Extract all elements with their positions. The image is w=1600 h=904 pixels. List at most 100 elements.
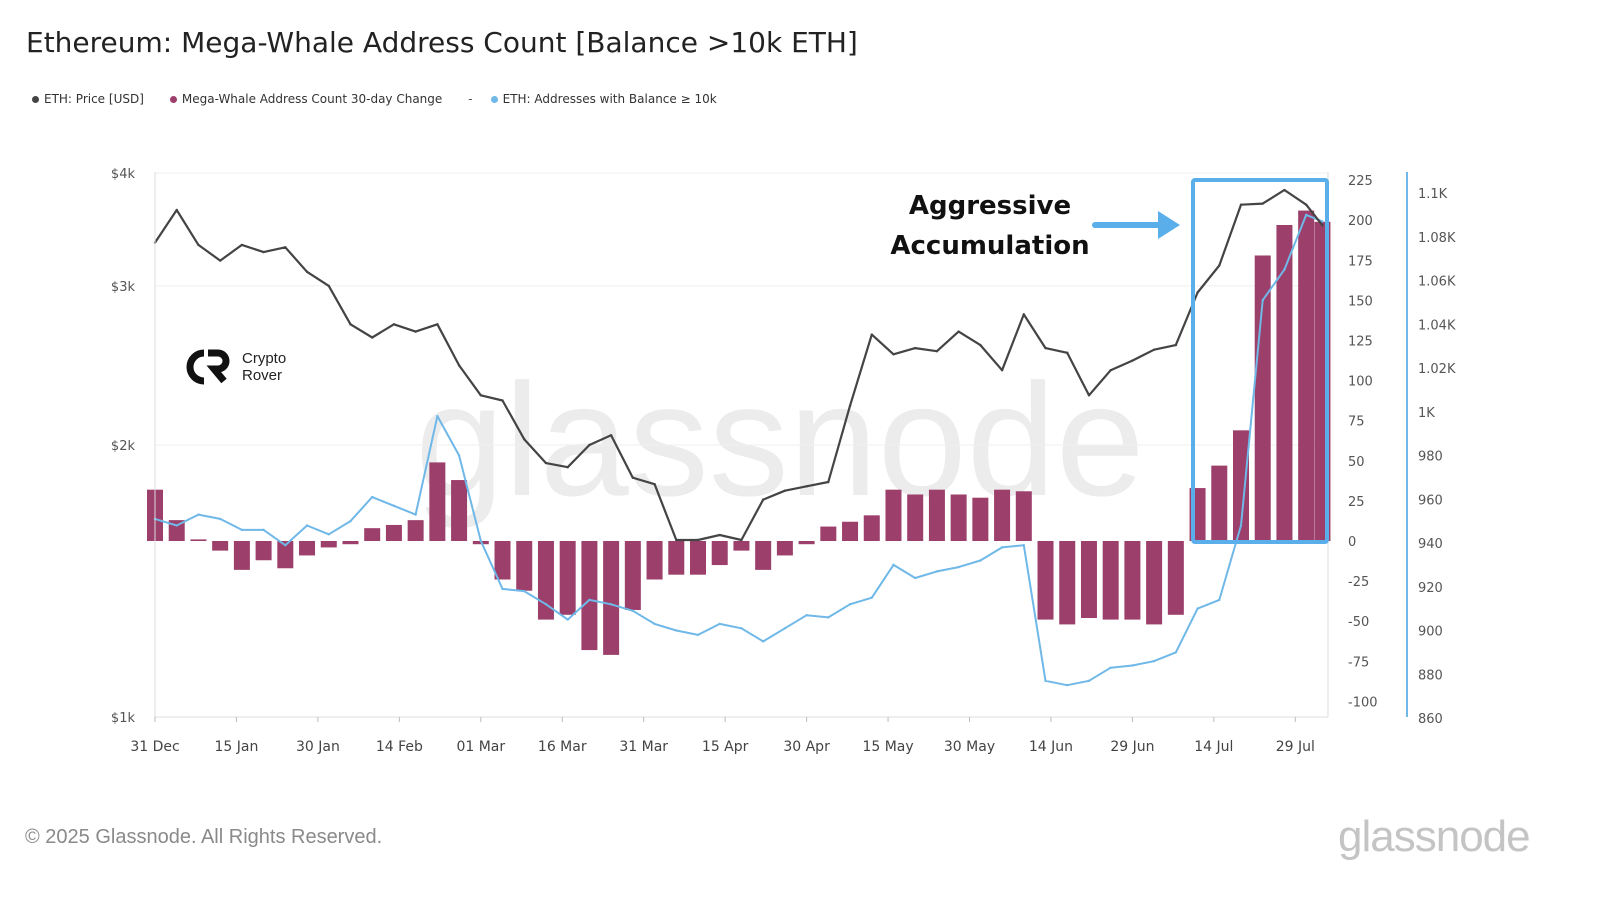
bar-30d-change xyxy=(668,541,685,575)
y-right-tick-label: 1.08K xyxy=(1418,231,1456,246)
price-line-point xyxy=(240,243,244,247)
legend-item-change[interactable]: Mega-Whale Address Count 30-day Change xyxy=(169,92,442,106)
price-line-point xyxy=(262,250,265,254)
addresses-line-point xyxy=(175,524,178,527)
bar-30d-change xyxy=(1124,541,1141,620)
bar-30d-change xyxy=(776,541,793,556)
price-line-point xyxy=(501,399,504,402)
x-tick-label: 30 Apr xyxy=(783,739,830,755)
price-line-point xyxy=(414,330,417,333)
price-line-point xyxy=(436,323,439,326)
legend-separator: - xyxy=(468,92,473,106)
price-line-point xyxy=(1321,224,1324,227)
y-mid-tick-label: 100 xyxy=(1348,375,1373,390)
price-line-point xyxy=(783,489,787,492)
addresses-line-point xyxy=(827,616,830,619)
y-mid-tick-label: -25 xyxy=(1348,575,1369,590)
bar-30d-change xyxy=(255,541,272,561)
y-mid-tick-label: 150 xyxy=(1348,294,1373,309)
addresses-line-point xyxy=(1196,607,1199,610)
bar-30d-change xyxy=(168,520,185,541)
bar-30d-change xyxy=(1037,541,1054,620)
y-right-tick-label: 860 xyxy=(1418,712,1443,727)
bar-30d-change xyxy=(1102,541,1119,620)
bar-30d-change xyxy=(1167,541,1184,615)
x-tick-label: 29 Jul xyxy=(1276,739,1315,755)
bar-30d-change xyxy=(451,480,468,541)
addresses-line-point xyxy=(1304,213,1308,217)
legend-dot-change xyxy=(169,95,177,103)
bar-30d-change xyxy=(407,520,424,541)
price-line-point xyxy=(979,343,982,347)
x-tick-label: 30 Jan xyxy=(296,739,340,755)
bar-30d-change xyxy=(1211,465,1228,541)
annotation-line1: Aggressive xyxy=(909,191,1071,221)
addresses-line-point xyxy=(979,559,982,562)
addresses-line-point xyxy=(588,598,591,602)
y-left-tick-label: $1k xyxy=(111,711,136,726)
y-right-tick-label: 980 xyxy=(1418,450,1443,465)
legend-dot-addresses xyxy=(490,95,498,103)
price-line-point xyxy=(805,485,808,488)
bar-30d-change xyxy=(233,541,250,570)
x-tick-label: 31 Dec xyxy=(130,739,179,755)
price-line-point xyxy=(523,437,526,441)
bar-30d-change xyxy=(429,462,446,541)
addresses-line-point xyxy=(761,640,765,643)
y-mid-tick-label: 225 xyxy=(1348,174,1373,189)
y-right-tick-label: 1.1K xyxy=(1418,187,1448,202)
addresses-line-point xyxy=(392,504,396,508)
y-mid-tick-label: 25 xyxy=(1348,495,1365,510)
price-line-point xyxy=(653,482,656,486)
legend-item-addresses[interactable]: ETH: Addresses with Balance ≥ 10k xyxy=(490,92,717,106)
price-line-point xyxy=(1174,343,1178,347)
addresses-line-point xyxy=(935,570,939,573)
y-mid-tick-label: 75 xyxy=(1348,415,1365,430)
bar-30d-change xyxy=(1233,430,1249,541)
price-line-point xyxy=(479,394,482,397)
price-line-point xyxy=(1283,188,1286,192)
price-line-point xyxy=(718,533,721,537)
addresses-line-point xyxy=(414,513,417,516)
legend: ETH: Price [USD] Mega-Whale Address Coun… xyxy=(32,92,743,106)
addresses-line-point xyxy=(1087,679,1091,683)
legend-item-price[interactable]: ETH: Price [USD] xyxy=(32,92,144,106)
arrow-head-icon xyxy=(1158,211,1180,239)
bar-30d-change xyxy=(342,541,359,545)
logo-line2: Rover xyxy=(242,367,283,384)
price-line-point xyxy=(1131,359,1134,362)
price-line-point xyxy=(371,336,374,339)
bar-30d-change xyxy=(1254,255,1271,541)
bar-30d-change xyxy=(516,541,533,591)
crypto-rover-logo: Crypto Rover xyxy=(184,349,286,385)
addresses-line-point xyxy=(436,414,439,418)
price-line-point xyxy=(1239,203,1243,206)
price-line-point xyxy=(588,443,591,447)
addresses-line-point xyxy=(1000,546,1004,549)
addresses-line-point xyxy=(457,454,461,457)
y-right-tick-label: 1.06K xyxy=(1418,275,1456,290)
price-line-point xyxy=(197,243,200,247)
addresses-line-point xyxy=(870,596,873,599)
chart-title: Ethereum: Mega-Whale Address Count [Bala… xyxy=(26,26,858,59)
bar-30d-change xyxy=(277,541,294,569)
price-line-point xyxy=(1196,291,1199,294)
x-tick-label: 14 Jun xyxy=(1029,739,1073,755)
bar-30d-change xyxy=(950,494,967,541)
addresses-line-point xyxy=(631,609,635,613)
x-tick-label: 15 May xyxy=(862,739,913,755)
y-mid-tick-label: 200 xyxy=(1348,214,1373,229)
addresses-line-point xyxy=(1239,524,1243,527)
price-line-point xyxy=(457,364,461,367)
bar-30d-change xyxy=(1298,210,1315,542)
bar-30d-change xyxy=(299,541,316,556)
addresses-line-point xyxy=(349,519,352,523)
x-tick-label: 30 May xyxy=(944,739,995,755)
bar-30d-change xyxy=(190,539,207,541)
price-line-point xyxy=(544,461,548,465)
addresses-line-point xyxy=(501,587,504,591)
bar-30d-change xyxy=(385,524,402,541)
price-line-point xyxy=(1218,264,1221,267)
x-tick-label: 14 Jul xyxy=(1194,739,1233,755)
